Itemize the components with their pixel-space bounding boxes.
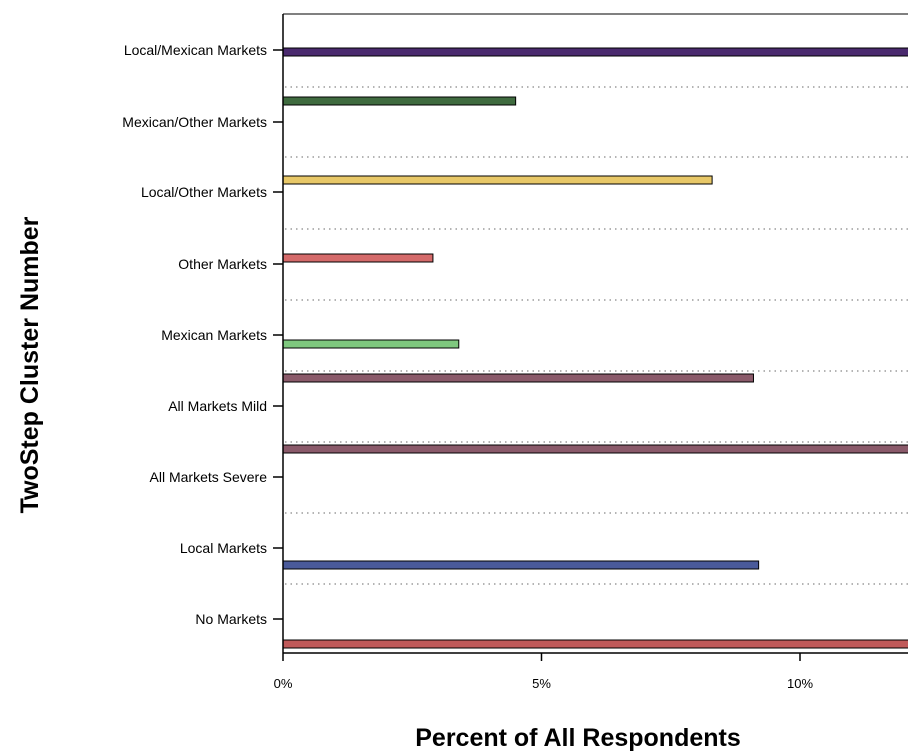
bar-4 <box>282 339 460 349</box>
bar-3 <box>282 253 434 263</box>
bar-7 <box>282 560 760 570</box>
bar-6 <box>282 444 908 454</box>
bar-5 <box>282 373 754 383</box>
x-tick-label: 0% <box>274 676 293 691</box>
y-tick-label: Local/Other Markets <box>141 184 267 200</box>
grid-lines <box>285 86 908 585</box>
y-tick-label: All Markets Severe <box>150 469 268 485</box>
y-tick-label: Local/Mexican Markets <box>124 42 267 58</box>
axis-ticks <box>273 49 801 661</box>
y-tick-label: Mexican/Other Markets <box>122 114 267 130</box>
bar-8 <box>282 639 908 649</box>
y-tick-label: Local Markets <box>180 540 267 556</box>
y-tick-label: All Markets Mild <box>168 398 267 414</box>
y-tick-label: No Markets <box>195 611 267 627</box>
x-tick-label: 10% <box>787 676 813 691</box>
y-tick-label: Mexican Markets <box>161 327 267 343</box>
x-axis-title: Percent of All Respondents <box>415 724 741 752</box>
bar-2 <box>282 175 713 185</box>
bar-1 <box>282 96 517 106</box>
tick-labels: Local/Mexican Markets Mexican/Other Marke… <box>122 42 813 691</box>
bar-0 <box>282 47 908 57</box>
y-axis-title: TwoStep Cluster Number <box>16 216 44 513</box>
bars <box>282 47 908 649</box>
x-tick-label: 5% <box>532 676 551 691</box>
y-tick-label: Other Markets <box>178 256 267 272</box>
